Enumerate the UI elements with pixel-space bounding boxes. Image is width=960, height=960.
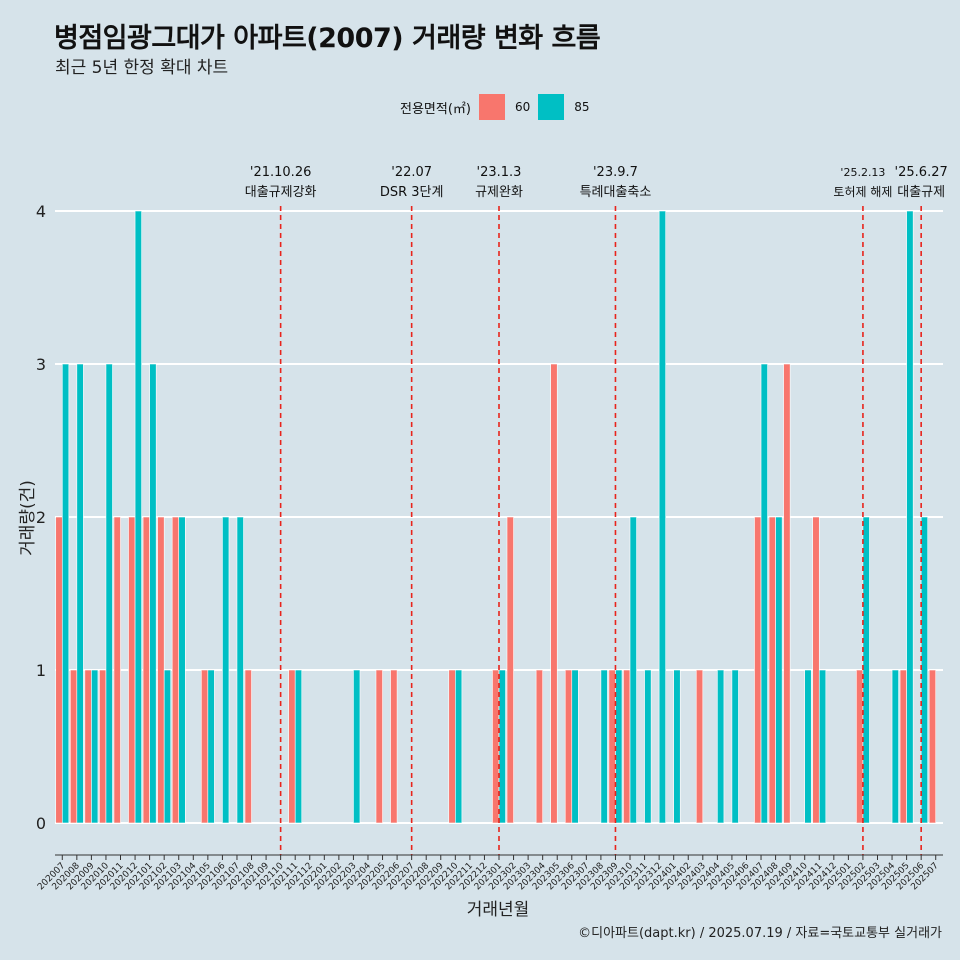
bar-60-202409 xyxy=(783,363,791,824)
bar-85-202101 xyxy=(149,363,157,824)
annotation-date-202110: '21.10.26 xyxy=(250,165,311,180)
legend-title: 전용면적(㎡) xyxy=(400,101,471,117)
annotation-label-202502: 토허제 해제 xyxy=(833,185,892,199)
bar-85-202007 xyxy=(61,363,70,824)
bar-60-202302 xyxy=(506,516,514,824)
bar-85-202408 xyxy=(775,516,783,824)
bar-60-202008 xyxy=(69,669,78,824)
bar-85-202312 xyxy=(658,210,666,824)
bar-85-202107 xyxy=(236,516,244,824)
bar-85-202301 xyxy=(498,669,506,824)
bar-85-202410 xyxy=(804,669,812,824)
x-axis-label: 거래년월 xyxy=(467,900,530,920)
bar-60-202007 xyxy=(55,516,63,824)
bar-60-202301 xyxy=(492,669,500,824)
bar-85-202009 xyxy=(91,669,99,824)
bar-60-202012 xyxy=(128,516,136,824)
legend: 전용면적(㎡) 60 85 xyxy=(400,92,598,122)
bar-85-202105 xyxy=(207,669,215,824)
annotation-date-202207: '22.07 xyxy=(391,165,432,180)
bar-60-202310 xyxy=(623,669,631,824)
legend-swatch-85 xyxy=(538,94,565,120)
bar-60-202502 xyxy=(856,669,864,824)
bar-85-202401 xyxy=(673,669,681,824)
bar-85-202210 xyxy=(455,669,463,824)
chart-title: 병점임광그대가 아파트(2007) 거래량 변화 흐름 xyxy=(54,23,601,54)
bar-60-202206 xyxy=(390,669,398,824)
bar-60-202505 xyxy=(899,669,907,824)
bar-85-202306 xyxy=(571,669,579,824)
bar-60-202403 xyxy=(695,669,704,824)
bar-85-202103 xyxy=(178,516,186,824)
bar-85-202008 xyxy=(76,363,84,824)
annotation-label-202301: 규제완화 xyxy=(475,185,523,200)
bar-85-202203 xyxy=(353,669,361,824)
y-tick-label-3: 3 xyxy=(36,355,46,374)
bar-85-202102 xyxy=(163,669,172,824)
bar-60-202411 xyxy=(812,516,820,824)
bar-85-202310 xyxy=(629,516,637,824)
bar-85-202010 xyxy=(105,363,113,824)
y-tick-label-2: 2 xyxy=(36,508,46,527)
legend-label-60: 60 xyxy=(514,100,531,114)
bar-60-202408 xyxy=(768,516,776,824)
bar-60-202105 xyxy=(201,669,209,824)
bar-60-202009 xyxy=(84,669,92,824)
bar-60-202407 xyxy=(754,516,762,824)
legend-swatch-60 xyxy=(478,94,505,120)
legend-label-85: 85 xyxy=(574,100,590,114)
bar-85-202506 xyxy=(920,516,929,824)
annotation-label-202506: 대출규제 xyxy=(897,185,945,200)
bar-60-202205 xyxy=(375,669,383,824)
bar-60-202305 xyxy=(550,363,558,824)
bar-60-202304 xyxy=(535,669,543,824)
bar-85-202404 xyxy=(717,669,725,824)
bar-60-202101 xyxy=(142,516,150,824)
chart-subtitle: 최근 5년 한정 확대 차트 xyxy=(55,58,229,78)
annotation-date-202301: '23.1.3 xyxy=(477,165,522,180)
bar-60-202108 xyxy=(244,669,252,824)
bar-85-202308 xyxy=(600,669,608,824)
annotation-label-202110: 대출규제강화 xyxy=(245,185,317,200)
bar-85-202311 xyxy=(644,669,652,824)
annotation-date-202506: '25.6.27 xyxy=(895,165,948,180)
bar-60-202102 xyxy=(157,516,165,824)
bar-85-202411 xyxy=(818,669,827,824)
bar-60-202103 xyxy=(171,516,180,824)
annotation-date-202502: '25.2.13 xyxy=(840,166,885,179)
y-tick-label-0: 0 xyxy=(36,814,46,833)
bar-60-202306 xyxy=(564,669,573,824)
bar-85-202407 xyxy=(760,363,768,824)
annotation-label-202309: 특례대출축소 xyxy=(580,185,652,200)
bar-60-202210 xyxy=(448,669,456,824)
bar-60-202011 xyxy=(113,516,121,824)
bar-60-202111 xyxy=(288,669,296,824)
bar-85-202505 xyxy=(906,210,914,824)
source-caption: ©디아파트(dapt.kr) / 2025.07.19 / 자료=국토교통부 실… xyxy=(578,926,942,941)
bar-85-202106 xyxy=(222,516,230,824)
y-axis-label: 거래량(건) xyxy=(18,480,38,556)
bar-85-202405 xyxy=(731,669,739,824)
bar-60-202309 xyxy=(608,669,616,824)
bar-85-202504 xyxy=(891,669,899,824)
bar-85-202309 xyxy=(615,669,623,824)
y-tick-label-1: 1 xyxy=(36,661,46,680)
bar-85-202502 xyxy=(862,516,870,824)
bar-85-202111 xyxy=(294,669,303,824)
bar-60-202507 xyxy=(928,669,937,824)
annotation-label-202207: DSR 3단계 xyxy=(380,185,444,200)
bar-85-202012 xyxy=(134,210,142,824)
y-tick-label-4: 4 xyxy=(36,202,46,221)
annotation-date-202309: '23.9.7 xyxy=(593,165,638,180)
bar-60-202010 xyxy=(99,669,107,824)
